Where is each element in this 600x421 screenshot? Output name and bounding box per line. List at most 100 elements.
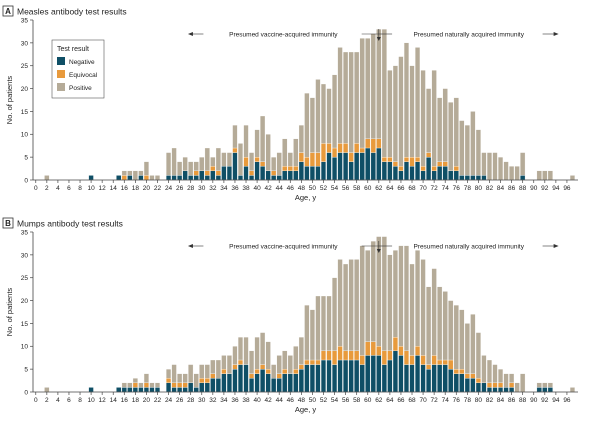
y-tick-label: 30 [21, 252, 29, 259]
x-tick-label: 10 [87, 185, 95, 192]
bar-positive [486, 152, 493, 181]
bar-positive [293, 138, 299, 167]
bar-positive [403, 245, 410, 352]
x-tick-label: 80 [475, 397, 483, 404]
bar-equivocal [337, 143, 343, 153]
bar-negative [354, 152, 360, 181]
x-tick-label: 66 [397, 397, 405, 404]
y-axis-title: No. of patients [5, 288, 14, 337]
bar-positive [420, 259, 426, 356]
bar-negative [398, 170, 404, 181]
bar-positive [232, 346, 238, 365]
bar-positive [387, 254, 393, 352]
bar-equivocal [210, 373, 216, 379]
x-tick-label: 32 [209, 397, 217, 404]
bar-positive [426, 286, 432, 365]
x-tick-label: 72 [431, 397, 439, 404]
x-tick-label: 76 [453, 397, 461, 404]
bar-negative [271, 175, 277, 181]
bar-equivocal [387, 350, 393, 361]
bar-negative [442, 166, 448, 181]
x-tick-label: 46 [287, 397, 295, 404]
legend-swatch-negative [57, 57, 65, 65]
bar-equivocal [282, 368, 288, 374]
bar-equivocal [392, 161, 398, 167]
bar-negative [370, 355, 376, 393]
x-tick-label: 40 [253, 397, 261, 404]
bar-negative [315, 166, 321, 181]
bar-equivocal [193, 170, 199, 176]
bar-positive [475, 332, 481, 379]
bar-positive [536, 170, 542, 181]
bar-negative [237, 175, 244, 181]
bar-equivocal [332, 147, 338, 158]
bar-equivocal [254, 156, 260, 162]
x-tick-label: 46 [287, 185, 295, 192]
bar-equivocal [143, 382, 149, 388]
x-tick-label: 34 [220, 185, 228, 192]
bar-equivocal [177, 382, 183, 388]
bar-equivocal [315, 359, 321, 365]
bar-positive [204, 147, 210, 172]
bar-positive [343, 263, 349, 352]
x-tick-label: 44 [276, 397, 284, 404]
bar-negative [387, 359, 393, 393]
bar-negative [547, 387, 553, 393]
bar-equivocal [121, 175, 127, 181]
bar-negative [470, 175, 476, 181]
y-tick-label: 25 [21, 275, 29, 282]
bar-positive [249, 350, 255, 374]
bar-positive [309, 97, 315, 153]
x-tick-label: 16 [121, 397, 129, 404]
x-tick-label: 96 [563, 185, 571, 192]
bar-negative [392, 166, 398, 181]
legend-title: Test result [57, 46, 89, 53]
bar-equivocal [265, 368, 271, 374]
y-tick-label: 35 [21, 229, 29, 236]
bar-positive [475, 129, 481, 176]
bar-equivocal [459, 368, 465, 374]
bar-positive [370, 240, 376, 342]
bar-equivocal [448, 359, 454, 370]
bar-equivocal [409, 355, 415, 365]
bar-equivocal [392, 336, 398, 352]
bar-positive [309, 309, 315, 361]
bar-positive [188, 364, 194, 384]
panel-letter-box [2, 5, 14, 17]
bar-negative [332, 364, 338, 393]
bar-negative [442, 364, 448, 393]
bar-negative [204, 382, 210, 393]
bar-negative [365, 147, 371, 181]
bar-negative [271, 378, 277, 393]
bar-negative [403, 161, 410, 181]
bar-negative [326, 359, 332, 393]
bar-positive [332, 74, 338, 149]
bar-positive [415, 250, 421, 347]
bar-positive [486, 359, 493, 384]
bar-negative [138, 387, 144, 393]
x-tick-label: 84 [497, 185, 505, 192]
panel-letter: A [5, 7, 11, 16]
bar-positive [243, 124, 249, 158]
bar-equivocal [442, 161, 448, 167]
x-tick-label: 6 [67, 185, 71, 192]
bar-positive [470, 314, 476, 374]
bar-equivocal [326, 143, 332, 153]
x-axis-title: Age, y [295, 193, 317, 202]
bar-negative [470, 378, 476, 393]
x-tick-label: 0 [34, 185, 38, 192]
bar-negative [166, 382, 172, 393]
bar-positive [204, 364, 210, 379]
bar-equivocal [298, 364, 304, 370]
y-tick-label: 0 [24, 389, 28, 396]
bar-equivocal [260, 161, 266, 167]
bar-positive [420, 70, 426, 167]
bar-negative [453, 373, 459, 393]
bar-negative [138, 175, 144, 181]
bar-negative [475, 175, 481, 181]
bar-negative [437, 166, 443, 181]
bar-positive [403, 42, 410, 158]
bar-equivocal [304, 359, 310, 365]
x-tick-label: 42 [265, 397, 273, 404]
bar-negative [127, 387, 133, 393]
